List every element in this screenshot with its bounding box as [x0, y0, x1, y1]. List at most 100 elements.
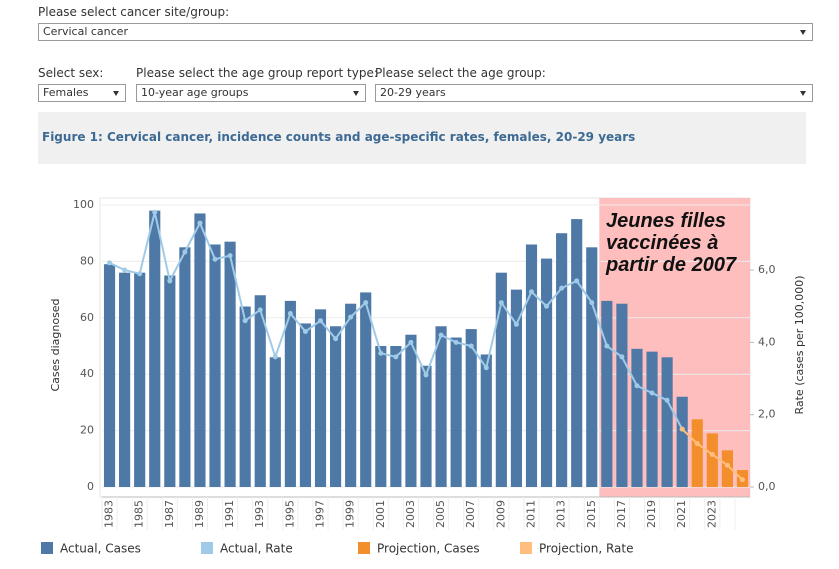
- line-point: [393, 354, 399, 360]
- y2-tick-label: 2,0: [758, 408, 776, 421]
- report-label: Please select the age group report type:: [136, 66, 378, 80]
- bar: [616, 303, 628, 487]
- x-tick-label: 1997: [314, 500, 327, 528]
- x-tick-label: 2003: [404, 500, 417, 528]
- bar: [691, 419, 703, 487]
- line-point: [212, 256, 218, 262]
- bar: [284, 300, 296, 487]
- line-point: [528, 289, 534, 295]
- bar: [254, 295, 266, 487]
- bar: [601, 300, 613, 487]
- y-tick-label: 40: [80, 367, 94, 380]
- y2-tick-label: 6,0: [758, 263, 776, 276]
- bar: [239, 306, 251, 487]
- line-point: [167, 278, 173, 284]
- x-tick-label: 1985: [133, 500, 146, 528]
- legend-label: Actual, Rate: [220, 542, 293, 556]
- line-point: [423, 372, 429, 378]
- line-point: [453, 339, 459, 345]
- bar: [134, 272, 146, 487]
- x-tick-label: 2019: [645, 500, 658, 528]
- line-point: [122, 267, 128, 273]
- line-point: [438, 332, 444, 338]
- site-label: Please select cancer site/group:: [38, 5, 230, 19]
- y-tick-label: 0: [87, 480, 94, 493]
- bar: [435, 326, 447, 487]
- x-tick-label: 1999: [344, 500, 357, 528]
- line-point: [604, 343, 610, 349]
- line-point: [559, 285, 565, 291]
- bar: [103, 264, 116, 487]
- line-point: [513, 321, 519, 327]
- bar: [540, 258, 553, 487]
- x-tick-label: 2023: [705, 500, 718, 528]
- bar: [405, 334, 417, 487]
- sex-dropdown[interactable]: Females: [38, 84, 126, 102]
- line-point: [679, 426, 685, 432]
- line-point: [318, 318, 324, 324]
- site-dropdown[interactable]: Cervical cancer: [38, 23, 813, 41]
- legend-swatch: [201, 542, 213, 554]
- line-point: [363, 300, 369, 306]
- x-tick-label: 1991: [223, 500, 236, 528]
- bar: [194, 213, 206, 487]
- legend-swatch: [520, 542, 532, 554]
- line-point: [348, 314, 354, 320]
- y-tick-label: 60: [80, 311, 94, 324]
- line-point: [483, 365, 489, 371]
- age-dropdown[interactable]: 20-29 years: [375, 84, 813, 102]
- sex-label: Select sex:: [38, 66, 104, 80]
- bar: [360, 292, 372, 487]
- x-tick-label: 1993: [253, 500, 266, 528]
- x-tick-label: 2013: [555, 500, 568, 528]
- y2-axis-label: Rate (cases per 100,000): [793, 275, 806, 414]
- bar: [269, 357, 281, 487]
- legend-label: Projection, Rate: [539, 542, 633, 556]
- line-point: [333, 336, 339, 342]
- y2-tick-label: 0,0: [758, 480, 776, 493]
- line-point: [242, 318, 248, 324]
- legend-swatch: [41, 542, 53, 554]
- line-point: [664, 397, 670, 403]
- line-point: [137, 271, 143, 277]
- bar: [390, 346, 402, 487]
- x-tick-label: 2021: [675, 500, 688, 528]
- report-dropdown[interactable]: 10-year age groups: [136, 84, 366, 102]
- annotation: Jeunes filles vaccinées à partir de 2007: [606, 210, 737, 276]
- bar: [631, 348, 643, 487]
- line-point: [152, 209, 158, 215]
- x-tick-label: 1983: [103, 500, 116, 528]
- line-point: [724, 462, 730, 468]
- line-point: [227, 253, 233, 259]
- x-tick-label: 2005: [434, 500, 447, 528]
- line-point: [302, 329, 308, 335]
- line-point: [378, 350, 384, 356]
- bar: [525, 244, 538, 487]
- bar: [119, 272, 131, 487]
- figure-header: Figure 1: Cervical cancer, incidence cou…: [38, 112, 806, 164]
- bar: [345, 303, 357, 487]
- line-point: [709, 451, 715, 457]
- y-tick-label: 100: [73, 198, 94, 211]
- bar: [721, 450, 733, 487]
- x-tick-label: 1989: [193, 500, 206, 528]
- line-point: [257, 307, 263, 313]
- line-point: [649, 390, 655, 396]
- y-tick-label: 20: [80, 424, 94, 437]
- bar: [314, 309, 327, 487]
- x-tick-label: 2015: [585, 500, 598, 528]
- line-point: [619, 354, 625, 360]
- line-point: [574, 278, 580, 284]
- bar: [299, 323, 312, 487]
- bar: [556, 233, 568, 487]
- bar: [149, 210, 161, 487]
- legend-swatch: [358, 542, 370, 554]
- bar: [480, 354, 492, 487]
- bar: [224, 241, 236, 487]
- bar: [706, 433, 718, 487]
- line-point: [182, 249, 188, 255]
- legend-label: Projection, Cases: [377, 542, 480, 556]
- x-tick-label: 2017: [615, 500, 628, 528]
- bar: [179, 247, 191, 487]
- age-label: Please select the age group:: [375, 66, 546, 80]
